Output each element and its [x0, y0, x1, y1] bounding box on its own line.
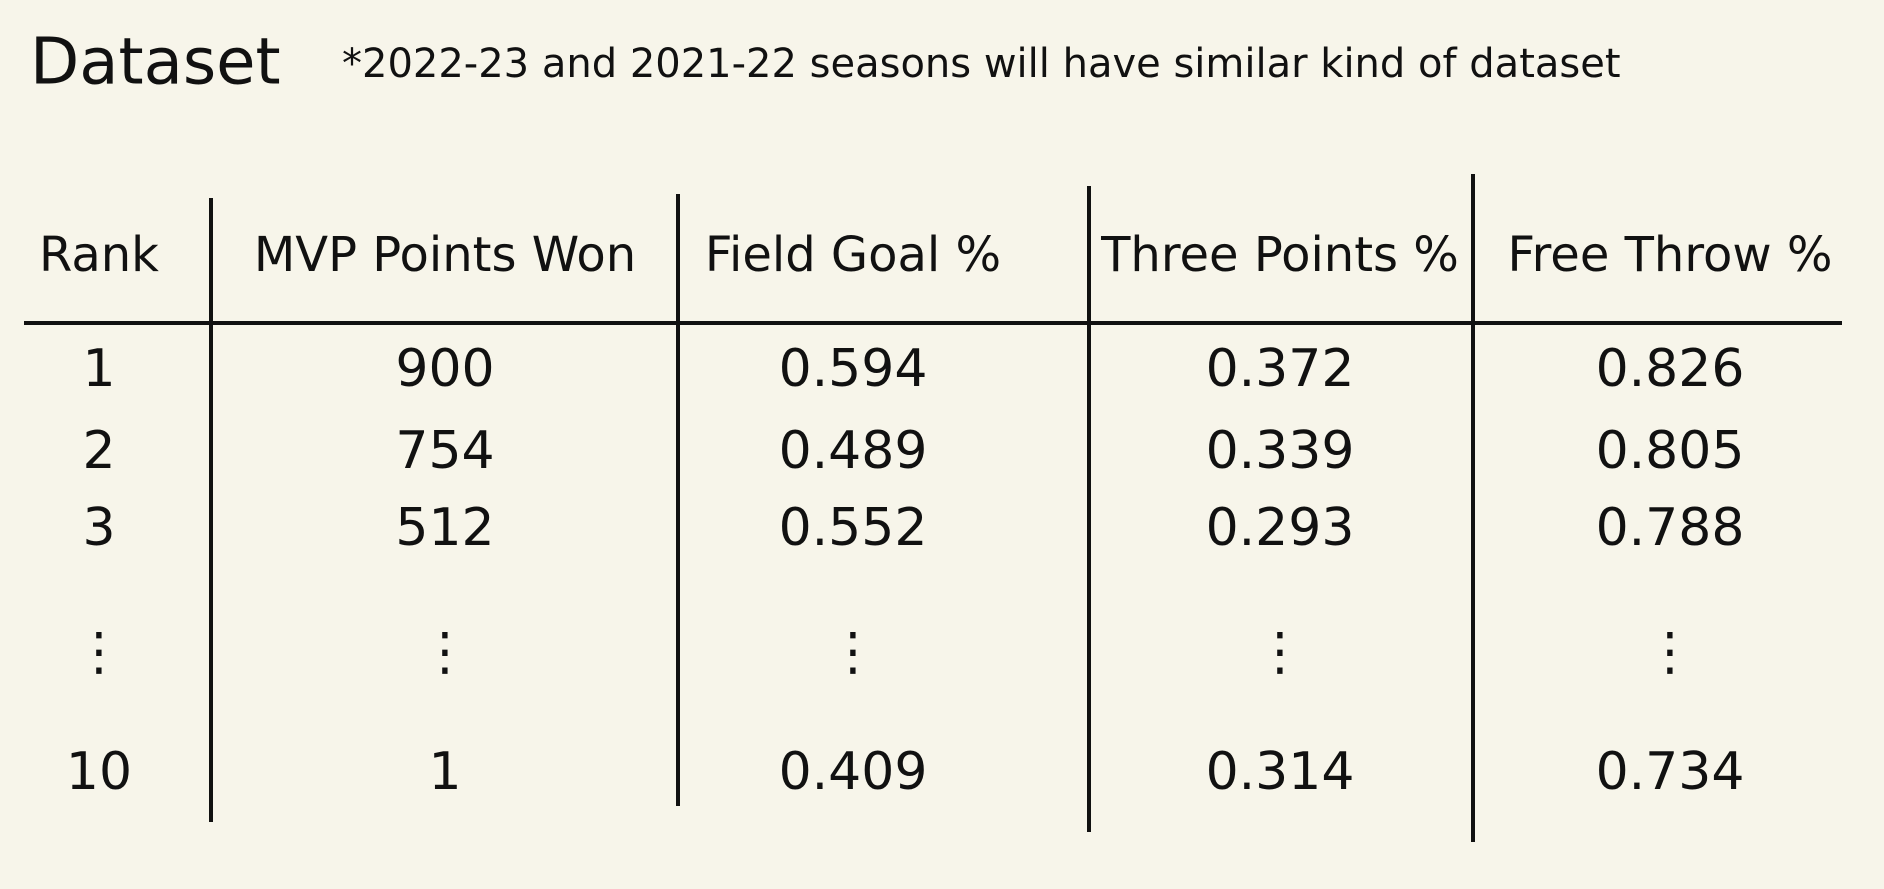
- column-header: Field Goal %: [705, 227, 1001, 283]
- column-header: Free Throw %: [1507, 227, 1832, 283]
- table-cell: ⋮: [827, 622, 879, 682]
- table-cell: 0.734: [1596, 742, 1745, 802]
- table-cell: 2: [82, 421, 115, 481]
- table-cell: 0.314: [1206, 742, 1355, 802]
- table-cell: ⋮: [1644, 622, 1696, 682]
- table-cell: 0.594: [779, 339, 928, 399]
- table-cell: 0.826: [1596, 339, 1745, 399]
- table-cell: 0.339: [1206, 421, 1355, 481]
- table-cell: 0.489: [779, 421, 928, 481]
- note: *2022-23 and 2021-22 seasons will have s…: [342, 41, 1621, 87]
- column-header: Rank: [39, 227, 159, 283]
- table-cell: ⋮: [73, 622, 125, 682]
- table-cell: ⋮: [1254, 622, 1306, 682]
- table-cell: 512: [395, 498, 494, 558]
- column-header: Three Points %: [1100, 227, 1459, 283]
- table-cell: 0.552: [779, 498, 928, 558]
- table-cell: 0.372: [1206, 339, 1355, 399]
- table-cell: 1: [82, 339, 115, 399]
- table-cell: ⋮: [419, 622, 471, 682]
- table-cell: 0.409: [779, 742, 928, 802]
- table-cell: 0.293: [1206, 498, 1355, 558]
- column-header: MVP Points Won: [254, 227, 636, 283]
- table-cell: 0.788: [1596, 498, 1745, 558]
- table-cell: 900: [395, 339, 494, 399]
- table-cell: 1: [428, 742, 461, 802]
- table-cell: 3: [82, 498, 115, 558]
- title: Dataset: [30, 26, 281, 100]
- table-cell: 10: [66, 742, 132, 802]
- table-cell: 0.805: [1596, 421, 1745, 481]
- table-cell: 754: [395, 421, 494, 481]
